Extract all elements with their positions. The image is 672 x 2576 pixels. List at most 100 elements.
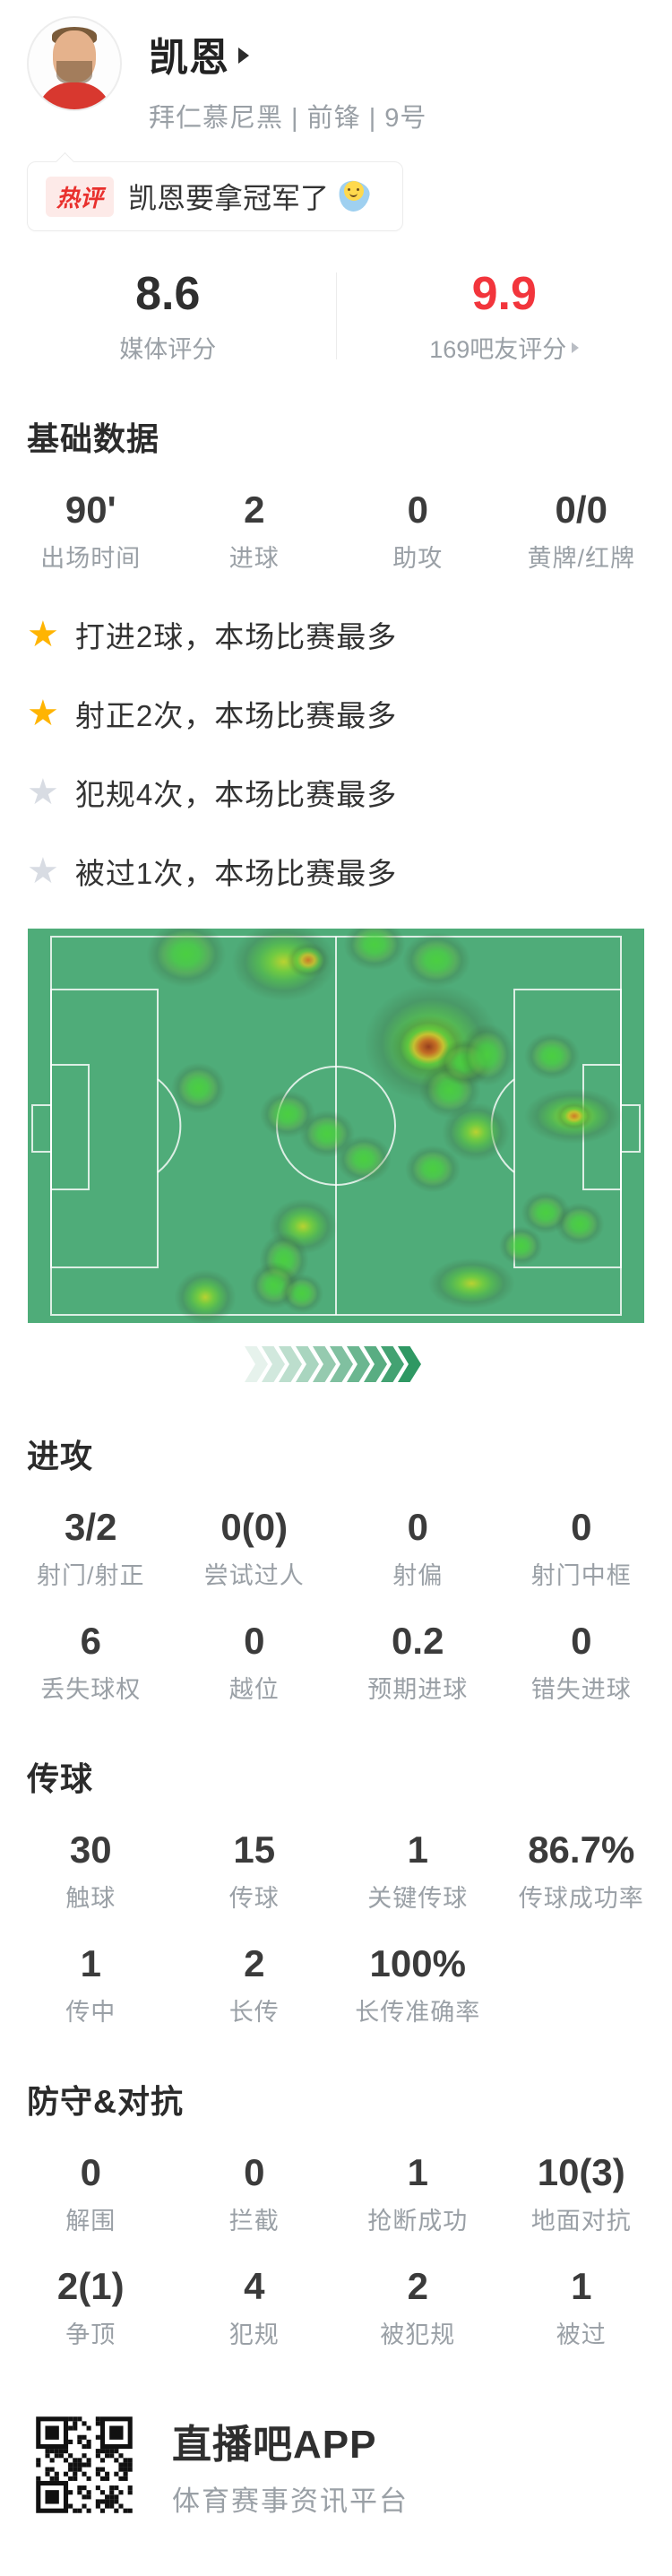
- ratings-row: 8.6 媒体评分 9.9 169吧友评分: [0, 267, 672, 365]
- stat-item: 1 被过: [500, 2265, 664, 2350]
- stat-label: 助攻: [336, 539, 500, 574]
- player-stats-card: 凯恩 拜仁慕尼黑 | 前锋 | 9号 热评 凯恩要拿冠军了 8.6 媒体评分 9…: [0, 0, 672, 2522]
- stat-label: 丢失球权: [9, 1670, 173, 1705]
- direction-chevron-icon: [245, 1346, 268, 1382]
- stat-label: 射门中框: [500, 1556, 664, 1591]
- stat-value: 2: [173, 1942, 337, 1985]
- stat-value: 90': [9, 488, 173, 532]
- player-info: 凯恩 拜仁慕尼黑 | 前锋 | 9号: [149, 16, 426, 134]
- heat-spot: [405, 1145, 461, 1193]
- fans-rating[interactable]: 9.9 169吧友评分: [337, 267, 672, 365]
- heat-spot: [280, 1274, 323, 1313]
- attack-direction-chevrons: [0, 1346, 672, 1382]
- highlight-row: ★ 被过1次，本场比赛最多: [27, 850, 645, 893]
- heat-spot: [428, 1258, 514, 1309]
- stat-item: 1 抢断成功: [336, 2151, 500, 2236]
- stat-label: 长传准确率: [336, 1993, 500, 2027]
- stat-label: 犯规: [173, 2315, 337, 2350]
- hot-comment-bubble[interactable]: 热评 凯恩要拿冠军了: [27, 161, 403, 231]
- stat-item: 0 越位: [173, 1620, 337, 1705]
- fans-rating-label: 169吧友评分: [337, 330, 672, 365]
- player-name-row[interactable]: 凯恩: [149, 25, 426, 82]
- app-name: 直播吧APP: [172, 2412, 409, 2469]
- stat-label: 被过: [500, 2315, 664, 2350]
- swaddled-baby-emoji: [338, 180, 370, 212]
- stat-value: 0.2: [336, 1620, 500, 1663]
- stat-value: 0: [173, 1620, 337, 1663]
- stat-item: 0.2 预期进球: [336, 1620, 500, 1705]
- highlight-text: 被过1次，本场比赛最多: [75, 850, 397, 893]
- stat-label: 预期进球: [336, 1670, 500, 1705]
- stat-item: [500, 1942, 664, 2027]
- stat-value: 4: [173, 2265, 337, 2308]
- chevron-right-icon: [572, 342, 579, 353]
- stat-item: 2(1) 争顶: [9, 2265, 173, 2350]
- stat-item: 86.7%传球成功率: [500, 1828, 664, 1914]
- heat-spot: [499, 1226, 542, 1266]
- stat-value: 0: [500, 1620, 664, 1663]
- stat-item: 10(3)地面对抗: [500, 2151, 664, 2236]
- app-footer: 直播吧APP 体育赛事资讯平台: [27, 2407, 645, 2522]
- player-avatar[interactable]: [27, 16, 122, 111]
- stat-label: 越位: [173, 1670, 337, 1705]
- avatar-jersey: [37, 82, 112, 111]
- section-title: 防守&对抗: [0, 2076, 672, 2122]
- highlight-text: 犯规4次，本场比赛最多: [75, 771, 397, 814]
- heat-spot: [460, 1024, 515, 1086]
- highlight-row: ★打进2球，本场比赛最多: [27, 613, 645, 656]
- stat-item: 90'出场时间: [9, 488, 173, 574]
- stat-label: 射门/射正: [9, 1556, 173, 1591]
- section-title: 传球: [0, 1753, 672, 1800]
- section-title: 进攻: [0, 1431, 672, 1477]
- stat-label: 拦截: [173, 2201, 337, 2236]
- highlight-row: ★射正2次，本场比赛最多: [27, 692, 645, 735]
- heat-spot: [556, 1102, 592, 1130]
- stat-label: 抢断成功: [336, 2201, 500, 2236]
- stat-value: 2: [336, 2265, 500, 2308]
- highlight-text: 打进2球，本场比赛最多: [75, 613, 397, 656]
- stat-label: 黄牌/红牌: [500, 539, 664, 574]
- stat-value: 1: [336, 2151, 500, 2194]
- heat-spot: [171, 1063, 227, 1114]
- stat-value: 6: [9, 1620, 173, 1663]
- stat-value: 1: [500, 2265, 664, 2308]
- gray-star-icon: ★: [27, 853, 59, 889]
- stat-value: 10(3): [500, 2151, 664, 2194]
- stat-item: 100% 长传准确率: [336, 1942, 500, 2027]
- gray-star-icon: ★: [27, 774, 59, 810]
- stat-label: 争顶: [9, 2315, 173, 2350]
- heat-spot: [336, 1136, 392, 1183]
- stat-label: 被犯规: [336, 2315, 500, 2350]
- stat-value: 2(1): [9, 2265, 173, 2308]
- highlights-list: ★打进2球，本场比赛最多 ★射正2次，本场比赛最多 ★ 犯规4次，本场比赛最多 ★ 被过1…: [27, 613, 645, 893]
- heat-spot: [402, 932, 470, 988]
- stat-item: 2 被犯规: [336, 2265, 500, 2350]
- heat-spot: [524, 1033, 580, 1080]
- stat-item: 0(0)尝试过人: [173, 1506, 337, 1591]
- stat-value: 0(0): [173, 1506, 337, 1549]
- stat-label: 关键传球: [336, 1879, 500, 1914]
- stat-label: 进球: [173, 539, 337, 574]
- avatar-beard: [56, 61, 92, 84]
- stat-value: 15: [173, 1828, 337, 1871]
- hot-comment-badge: 热评: [46, 177, 114, 217]
- stat-label: 射偏: [336, 1556, 500, 1591]
- stat-value: 100%: [336, 1942, 500, 1985]
- player-header: 凯恩 拜仁慕尼黑 | 前锋 | 9号: [0, 16, 672, 134]
- stat-label: 解围: [9, 2201, 173, 2236]
